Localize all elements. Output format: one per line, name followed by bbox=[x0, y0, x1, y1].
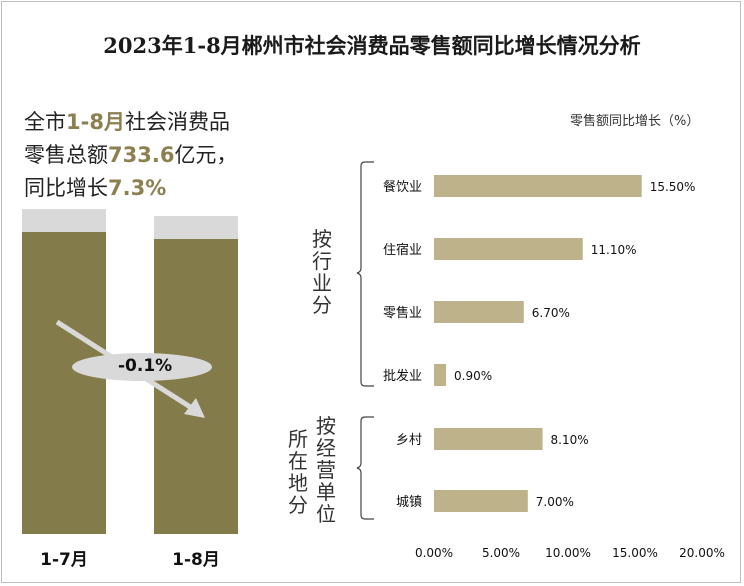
value-label-3: 0.90% bbox=[454, 369, 492, 383]
x-tick-label-1: 5.00% bbox=[482, 546, 520, 560]
category-label-5: 城镇 bbox=[396, 495, 422, 510]
change-ellipse bbox=[72, 353, 212, 381]
bar-0 bbox=[434, 175, 642, 197]
trend-arrow-head bbox=[184, 398, 205, 418]
category-label-1-8: 1-8月 bbox=[172, 550, 220, 570]
chart-title: 零售额同比增长（%） bbox=[570, 114, 700, 129]
industry-bracket bbox=[356, 161, 374, 387]
summary-period: 1-8月 bbox=[66, 110, 125, 134]
bar-2 bbox=[434, 301, 524, 323]
bar-1-8-fill bbox=[154, 239, 238, 534]
bar-1-7-fill bbox=[22, 232, 106, 534]
group-label-location-left: 所在地分 bbox=[288, 427, 308, 517]
x-tick-label-4: 20.00% bbox=[679, 546, 725, 560]
summary-part3: 零售总额 bbox=[24, 143, 108, 167]
group-label-industry: 按行业分 bbox=[312, 227, 332, 317]
summary-part4: 亿元， bbox=[174, 143, 238, 167]
summary-line-3: 同比增长7.3% bbox=[24, 172, 237, 205]
summary-line-1: 全市1-8月社会消费品 bbox=[24, 106, 237, 139]
change-label: -0.1% bbox=[118, 356, 173, 376]
category-label-1-7: 1-7月 bbox=[40, 550, 88, 570]
bar-1 bbox=[434, 238, 583, 260]
summary-part1: 全市 bbox=[24, 110, 66, 134]
x-tick-label-3: 15.00% bbox=[612, 546, 658, 560]
summary-total: 733.6 bbox=[108, 143, 175, 167]
summary-growth: 7.3% bbox=[108, 176, 167, 200]
summary-text: 全市1-8月社会消费品 零售总额733.6亿元， 同比增长7.3% bbox=[24, 106, 237, 205]
value-label-2: 6.70% bbox=[532, 306, 570, 320]
summary-part2: 社会消费品 bbox=[124, 110, 230, 134]
bar-4 bbox=[434, 428, 543, 450]
group-label-location-right: 按经营单位 bbox=[316, 414, 336, 526]
trend-arrow-line bbox=[55, 319, 197, 413]
location-bracket bbox=[356, 416, 374, 520]
category-label-2: 零售业 bbox=[383, 305, 422, 321]
value-label-1: 11.10% bbox=[591, 243, 637, 257]
summary-part5: 同比增长 bbox=[24, 176, 108, 200]
bar-5 bbox=[434, 490, 528, 512]
value-label-0: 15.50% bbox=[650, 180, 696, 194]
page-title: 2023年1-8月郴州市社会消费品零售额同比增长情况分析 bbox=[103, 33, 641, 58]
category-label-0: 餐饮业 bbox=[383, 179, 422, 195]
x-tick-label-2: 10.00% bbox=[545, 546, 591, 560]
x-tick-label-0: 0.00% bbox=[415, 546, 453, 560]
category-label-4: 乡村 bbox=[396, 433, 422, 448]
bar-3 bbox=[434, 364, 447, 386]
summary-line-2: 零售总额733.6亿元， bbox=[24, 139, 237, 172]
category-label-3: 批发业 bbox=[383, 368, 422, 384]
category-label-1: 住宿业 bbox=[383, 242, 422, 258]
value-label-4: 8.10% bbox=[551, 433, 589, 447]
value-label-5: 7.00% bbox=[536, 495, 574, 509]
